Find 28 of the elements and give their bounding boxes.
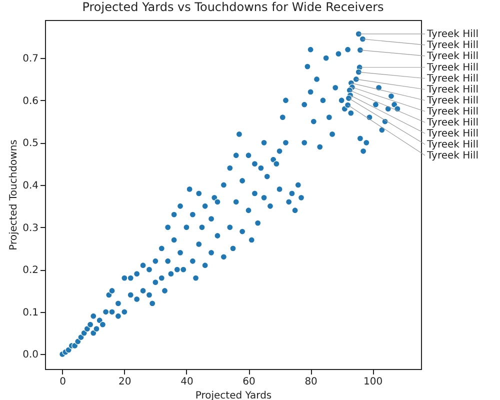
x-tick-label: 80 — [304, 376, 318, 388]
annotation: Tyreek Hill — [426, 62, 478, 74]
annotation: Tyreek Hill — [426, 50, 478, 62]
y-tick-label: 0.4 — [22, 180, 38, 192]
y-tick-label: 0.3 — [22, 222, 38, 234]
x-tick-label: 0 — [60, 376, 66, 388]
x-tick-label: 40 — [180, 376, 194, 388]
x-tick-label: 60 — [242, 376, 256, 388]
annotation: Tyreek Hill — [426, 40, 478, 51]
annotation: Tyreek Hill — [426, 106, 478, 118]
annotation: Tyreek Hill — [426, 95, 478, 106]
y-tick-label: 0.1 — [22, 307, 38, 318]
annotation: Tyreek Hill — [426, 84, 478, 96]
annotation: Tyreek Hill — [426, 28, 478, 40]
y-tick-label: 0.0 — [22, 350, 38, 361]
annotation: Tyreek Hill — [426, 73, 478, 84]
annotation: Tyreek Hill — [426, 128, 478, 140]
y-axis-title: Projected Touchdowns — [8, 140, 20, 250]
x-tick-label: 100 — [364, 376, 383, 388]
y-tick-label: 0.2 — [22, 265, 38, 276]
annotation: Tyreek Hill — [426, 150, 478, 162]
x-tick-label: 20 — [118, 376, 132, 388]
annotation: Tyreek Hill — [426, 117, 478, 128]
y-tick-label: 0.6 — [22, 96, 38, 107]
annotation: Tyreek Hill — [426, 139, 478, 150]
chart-title: Projected Yards vs Touchdowns for Wide Receivers — [82, 0, 384, 14]
y-tick-label: 0.7 — [22, 54, 38, 65]
y-tick-label: 0.5 — [22, 138, 38, 150]
